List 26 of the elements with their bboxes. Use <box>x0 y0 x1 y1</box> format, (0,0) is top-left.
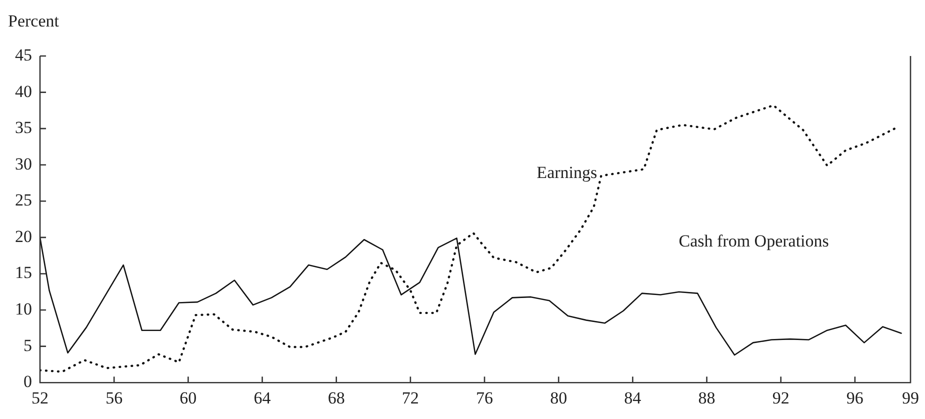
x-tick-label: 76 <box>476 388 494 408</box>
y-tick-label: 15 <box>15 263 32 282</box>
y-tick-label: 30 <box>15 154 32 174</box>
x-tick-label: 56 <box>106 388 123 408</box>
y-tick-label: 5 <box>24 336 32 355</box>
y-tick-label: 45 <box>15 45 32 64</box>
y-tick-label: 40 <box>15 82 32 101</box>
x-tick-label: 92 <box>772 388 790 408</box>
x-tick-label: 72 <box>402 388 419 408</box>
x-tick-label: 64 <box>254 388 272 408</box>
series-label: Earnings <box>536 163 598 182</box>
x-tick-label: 52 <box>32 388 48 408</box>
x-tick-label: 60 <box>180 388 197 408</box>
x-tick-label: 68 <box>328 388 345 408</box>
y-tick-label: 0 <box>24 372 32 392</box>
y-tick-label: 25 <box>15 190 32 210</box>
y-axis-title: Percent <box>8 11 60 30</box>
x-tick-label: 84 <box>624 388 642 408</box>
text: Cash from Operations <box>678 232 829 251</box>
x-tick-label: 96 <box>846 388 864 408</box>
x-tick-label: 88 <box>698 388 716 408</box>
y-tick-label: 10 <box>15 299 32 318</box>
x-tick-label: 99 <box>902 388 919 408</box>
x-tick-label: 80 <box>550 388 568 408</box>
y-tick-label: 35 <box>15 118 32 138</box>
y-tick-label: 20 <box>15 226 32 246</box>
